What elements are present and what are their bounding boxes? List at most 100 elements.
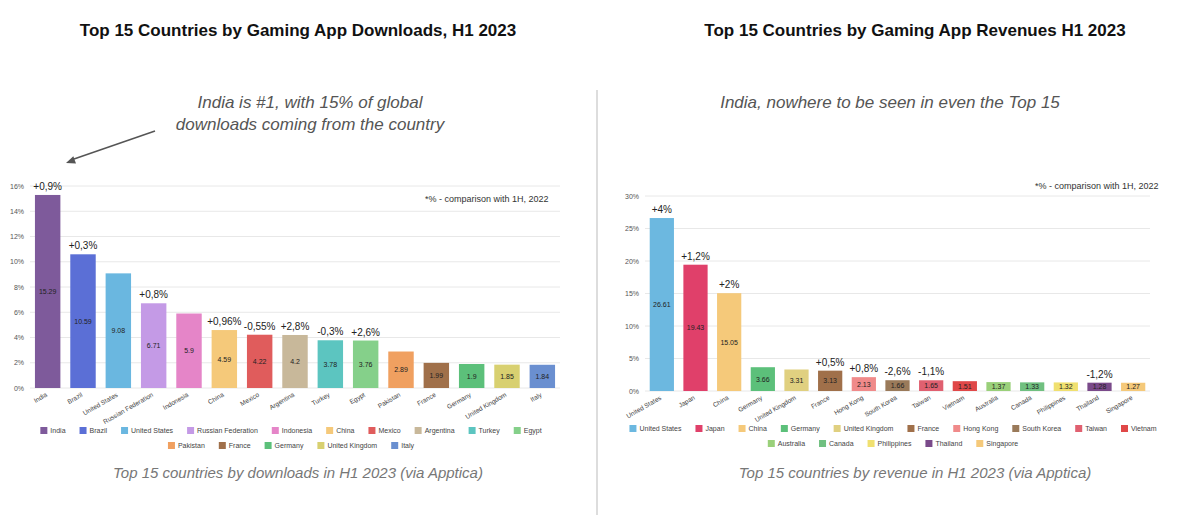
data-label: 4.2 xyxy=(290,358,300,365)
bar xyxy=(106,273,131,388)
legend-label: China xyxy=(749,425,767,432)
legend-label: Singapore xyxy=(986,440,1018,448)
grid-line xyxy=(30,261,560,262)
bar xyxy=(494,365,519,388)
change-label: -0,55% xyxy=(244,321,276,332)
data-label: 1.51 xyxy=(958,383,972,390)
data-label: 9.08 xyxy=(112,327,126,334)
change-label: +0,5% xyxy=(816,357,845,368)
data-label: 5.9 xyxy=(184,347,194,354)
legend-label: Japan xyxy=(705,425,724,433)
bar xyxy=(353,341,378,388)
divider xyxy=(597,90,598,515)
legend-swatch xyxy=(976,440,983,447)
legend-swatch xyxy=(907,425,914,432)
bar xyxy=(885,380,909,391)
x-tick-label: Brazil xyxy=(66,391,84,405)
x-tick-label: Italy xyxy=(529,390,544,403)
legend-swatch xyxy=(834,425,841,432)
bar xyxy=(986,382,1010,391)
legend-item: India xyxy=(40,427,65,434)
legend-item: Australia xyxy=(768,440,805,447)
legend-swatch xyxy=(695,425,702,432)
legend-item: Germany xyxy=(781,425,820,433)
legend-swatch xyxy=(168,442,175,449)
bar xyxy=(650,218,674,391)
legend-label: Mexico xyxy=(378,427,400,434)
chart-panel: Top 15 Countries by Gaming App Revenues … xyxy=(625,21,1159,481)
legend-swatch xyxy=(819,440,826,447)
legend-item: Germany xyxy=(265,442,304,450)
y-tick-label: 6% xyxy=(14,309,24,316)
x-tick-label: Hong Kong xyxy=(833,394,866,417)
data-label: 15.29 xyxy=(39,288,57,295)
y-tick-label: 10% xyxy=(10,258,24,265)
legend-label: United States xyxy=(131,427,174,434)
legend-swatch xyxy=(953,425,960,432)
legend-label: South Korea xyxy=(1022,425,1061,432)
legend-label: United States xyxy=(639,425,682,432)
chart-title: Top 15 Countries by Gaming App Downloads… xyxy=(80,21,516,40)
annotation-line: downloads coming from the country xyxy=(176,115,446,134)
legend-item: Brazil xyxy=(80,427,108,434)
legend-item: Hong Kong xyxy=(953,425,998,433)
bar xyxy=(751,367,775,391)
y-tick-label: 2% xyxy=(14,359,24,366)
legend-swatch xyxy=(1012,425,1019,432)
change-label: -0,3% xyxy=(317,326,343,337)
y-tick-label: 8% xyxy=(14,284,24,291)
bar xyxy=(784,369,808,391)
legend-swatch xyxy=(80,427,87,434)
data-label: 3.76 xyxy=(359,361,373,368)
x-tick-label: South Korea xyxy=(863,394,898,418)
x-tick-label: Philippines xyxy=(1036,393,1068,416)
legend-item: Vietnam xyxy=(1121,425,1157,432)
annotation: India, nowhere to be seen in even the To… xyxy=(720,93,1060,112)
data-label: 6.71 xyxy=(147,342,161,349)
legend-item: Taiwan xyxy=(1075,425,1107,432)
legend-label: France xyxy=(229,442,251,449)
change-label: +2% xyxy=(719,279,739,290)
x-tick-label: Russian Federation xyxy=(102,391,155,425)
data-label: 15.05 xyxy=(720,339,738,346)
legend-label: United Kingdom xyxy=(327,442,377,450)
bar xyxy=(141,303,166,388)
legend-label: Argentina xyxy=(425,427,455,435)
legend-swatch xyxy=(868,440,875,447)
data-label: 3.31 xyxy=(790,377,804,384)
legend-label: France xyxy=(917,425,939,432)
legend-swatch xyxy=(629,425,636,432)
change-label: -1,2% xyxy=(1086,369,1112,380)
data-label: 1.32 xyxy=(1059,383,1073,390)
legend-swatch xyxy=(1075,425,1082,432)
x-tick-label: China xyxy=(711,394,730,409)
data-label: 1.66 xyxy=(891,382,905,389)
grid-line xyxy=(30,211,560,212)
legend-item: China xyxy=(739,425,767,432)
legend-label: Taiwan xyxy=(1085,425,1107,432)
x-tick-label: France xyxy=(810,394,831,410)
bar xyxy=(1121,383,1145,391)
legend-item: France xyxy=(907,425,939,432)
bar xyxy=(1087,383,1111,391)
legend-item: Indonesia xyxy=(272,427,312,434)
legend-label: Canada xyxy=(829,440,854,447)
change-label: +2,8% xyxy=(281,321,310,332)
change-label: +0,9% xyxy=(33,181,62,192)
data-label: 1.65 xyxy=(924,382,938,389)
legend-swatch xyxy=(925,440,932,447)
data-label: 1.9 xyxy=(467,373,477,380)
x-tick-label: Japan xyxy=(677,394,697,410)
bar xyxy=(1020,382,1044,391)
legend-label: Italy xyxy=(401,442,414,450)
x-tick-label: France xyxy=(416,391,437,407)
bar xyxy=(212,330,237,388)
grid-line xyxy=(30,186,560,187)
bar xyxy=(683,265,707,391)
legend-swatch xyxy=(317,442,324,449)
legend-swatch xyxy=(768,440,775,447)
legend-swatch xyxy=(1121,425,1128,432)
change-label: +2,6% xyxy=(351,327,380,338)
x-tick-label: Egypt xyxy=(348,391,367,406)
bars xyxy=(35,195,555,388)
